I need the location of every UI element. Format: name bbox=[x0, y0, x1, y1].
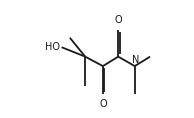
Text: O: O bbox=[99, 99, 107, 109]
Text: HO: HO bbox=[45, 42, 60, 52]
Text: O: O bbox=[114, 15, 122, 25]
Text: N: N bbox=[132, 55, 139, 65]
